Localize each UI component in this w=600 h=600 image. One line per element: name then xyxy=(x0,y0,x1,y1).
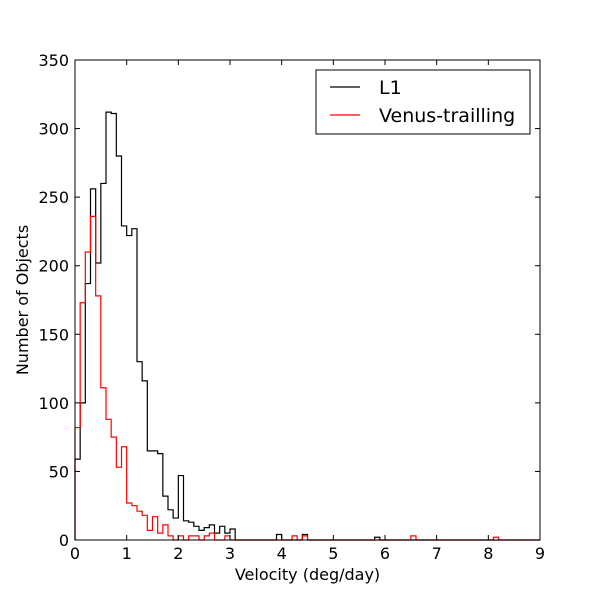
series-line-l1 xyxy=(74,111,540,541)
plot-frame xyxy=(74,59,541,541)
y-tick-label: 350 xyxy=(38,51,69,70)
y-tick-label: 200 xyxy=(38,257,69,276)
x-tick-label: 8 xyxy=(483,544,493,563)
series-line-venus-trailling xyxy=(74,215,540,541)
y-tick-label: 50 xyxy=(49,462,69,481)
legend-label: Venus-trailling xyxy=(379,105,515,127)
x-tick-label: 1 xyxy=(122,544,132,563)
x-tick-label: 2 xyxy=(173,544,183,563)
x-tick-label: 9 xyxy=(535,544,545,563)
series-layer xyxy=(74,111,540,541)
y-tick-label: 100 xyxy=(38,394,69,413)
axis-ticks: 0 1 2 3 4 5 6 7 8 9 0 50 100 150 200 250 300 350 xyxy=(38,51,545,563)
x-tick-label: 5 xyxy=(328,544,338,563)
x-tick-label: 0 xyxy=(70,544,80,563)
x-tick-label: 7 xyxy=(432,544,442,563)
x-tick-label: 6 xyxy=(380,544,390,563)
legend-label: L1 xyxy=(379,77,402,99)
y-tick-label: 250 xyxy=(38,188,69,207)
y-axis-title: Number of Objects xyxy=(13,225,32,375)
y-tick-label: 300 xyxy=(38,120,69,139)
x-axis-title: Velocity (deg/day) xyxy=(235,565,380,584)
y-tick-label: 0 xyxy=(59,531,69,550)
legend-box xyxy=(315,69,531,135)
legend: L1 Venus-trailling xyxy=(315,69,531,135)
x-tick-label: 3 xyxy=(225,544,235,563)
y-tick-label: 150 xyxy=(38,325,69,344)
x-tick-label: 4 xyxy=(277,544,287,563)
